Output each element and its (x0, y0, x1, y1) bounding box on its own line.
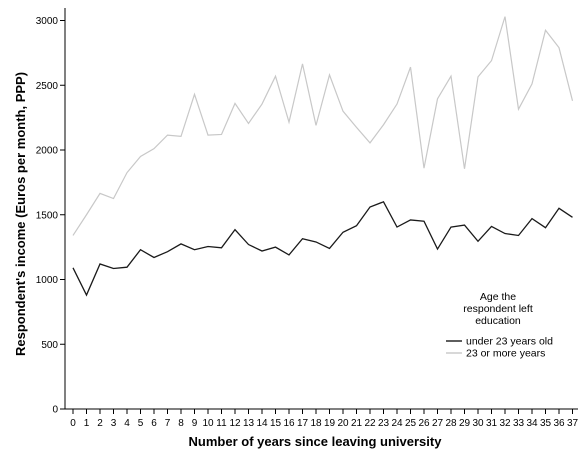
x-tick-label: 5 (138, 418, 144, 429)
x-axis-title: Number of years since leaving university (189, 434, 443, 449)
x-tick-label: 23 (378, 418, 390, 429)
x-tick-label: 24 (391, 418, 403, 429)
y-tick-label: 3000 (36, 16, 59, 27)
x-tick-label: 25 (405, 418, 417, 429)
x-tick-label: 37 (567, 418, 579, 429)
x-tick-label: 8 (178, 418, 184, 429)
x-tick-label: 11 (216, 418, 227, 429)
y-tick-label: 2500 (36, 81, 59, 92)
y-tick-label: 2000 (36, 146, 59, 157)
x-tick-label: 33 (513, 418, 525, 429)
x-tick-label: 36 (553, 418, 565, 429)
x-tick-label: 14 (256, 418, 268, 429)
x-tick-label: 9 (192, 418, 198, 429)
legend-label: 23 or more years (466, 348, 545, 360)
x-tick-label: 21 (351, 418, 363, 429)
y-axis-ticks: 0 500 1000 1500 2000 2500 3000 (36, 16, 65, 416)
y-axis-title: Respondent's income (Euros per month, PP… (13, 72, 28, 356)
x-tick-label: 0 (70, 418, 76, 429)
x-axis-ticks: 0 1 2 3 4 5 6 7 8 9 10 11 12 13 14 15 16 17 18 19 20 21 22 23 24… (70, 409, 578, 429)
x-tick-label: 27 (432, 418, 444, 429)
x-tick-label: 6 (151, 418, 157, 429)
legend-title-line: education (475, 315, 521, 327)
x-tick-label: 26 (418, 418, 430, 429)
x-tick-label: 31 (486, 418, 498, 429)
x-tick-label: 35 (540, 418, 552, 429)
y-tick-label: 500 (41, 340, 58, 351)
x-tick-label: 18 (310, 418, 322, 429)
series-line-23-or-more (72, 16, 574, 236)
x-tick-label: 12 (229, 418, 241, 429)
x-tick-label: 16 (283, 418, 295, 429)
legend-title-line: respondent left (463, 303, 533, 315)
legend-title-line: Age the (480, 291, 516, 303)
y-tick-label: 1500 (36, 210, 59, 221)
x-tick-label: 2 (97, 418, 103, 429)
x-tick-label: 29 (459, 418, 471, 429)
y-tick-label: 1000 (36, 275, 59, 286)
x-tick-label: 10 (202, 418, 214, 429)
legend-label: under 23 years old (466, 336, 553, 348)
x-tick-label: 15 (270, 418, 282, 429)
x-tick-label: 19 (324, 418, 336, 429)
x-tick-label: 20 (337, 418, 349, 429)
x-tick-label: 32 (499, 418, 511, 429)
x-tick-label: 1 (84, 418, 90, 429)
x-tick-label: 17 (297, 418, 309, 429)
x-tick-label: 7 (165, 418, 171, 429)
axes (64, 8, 578, 410)
x-tick-label: 3 (111, 418, 117, 429)
x-tick-label: 34 (526, 418, 538, 429)
x-tick-label: 4 (124, 418, 130, 429)
x-tick-label: 28 (445, 418, 457, 429)
y-tick-label: 0 (52, 405, 58, 416)
series-layer (72, 16, 574, 297)
series-line-under-23 (72, 200, 573, 297)
x-tick-label: 30 (472, 418, 484, 429)
x-tick-label: 13 (243, 418, 255, 429)
x-tick-label: 22 (364, 418, 376, 429)
